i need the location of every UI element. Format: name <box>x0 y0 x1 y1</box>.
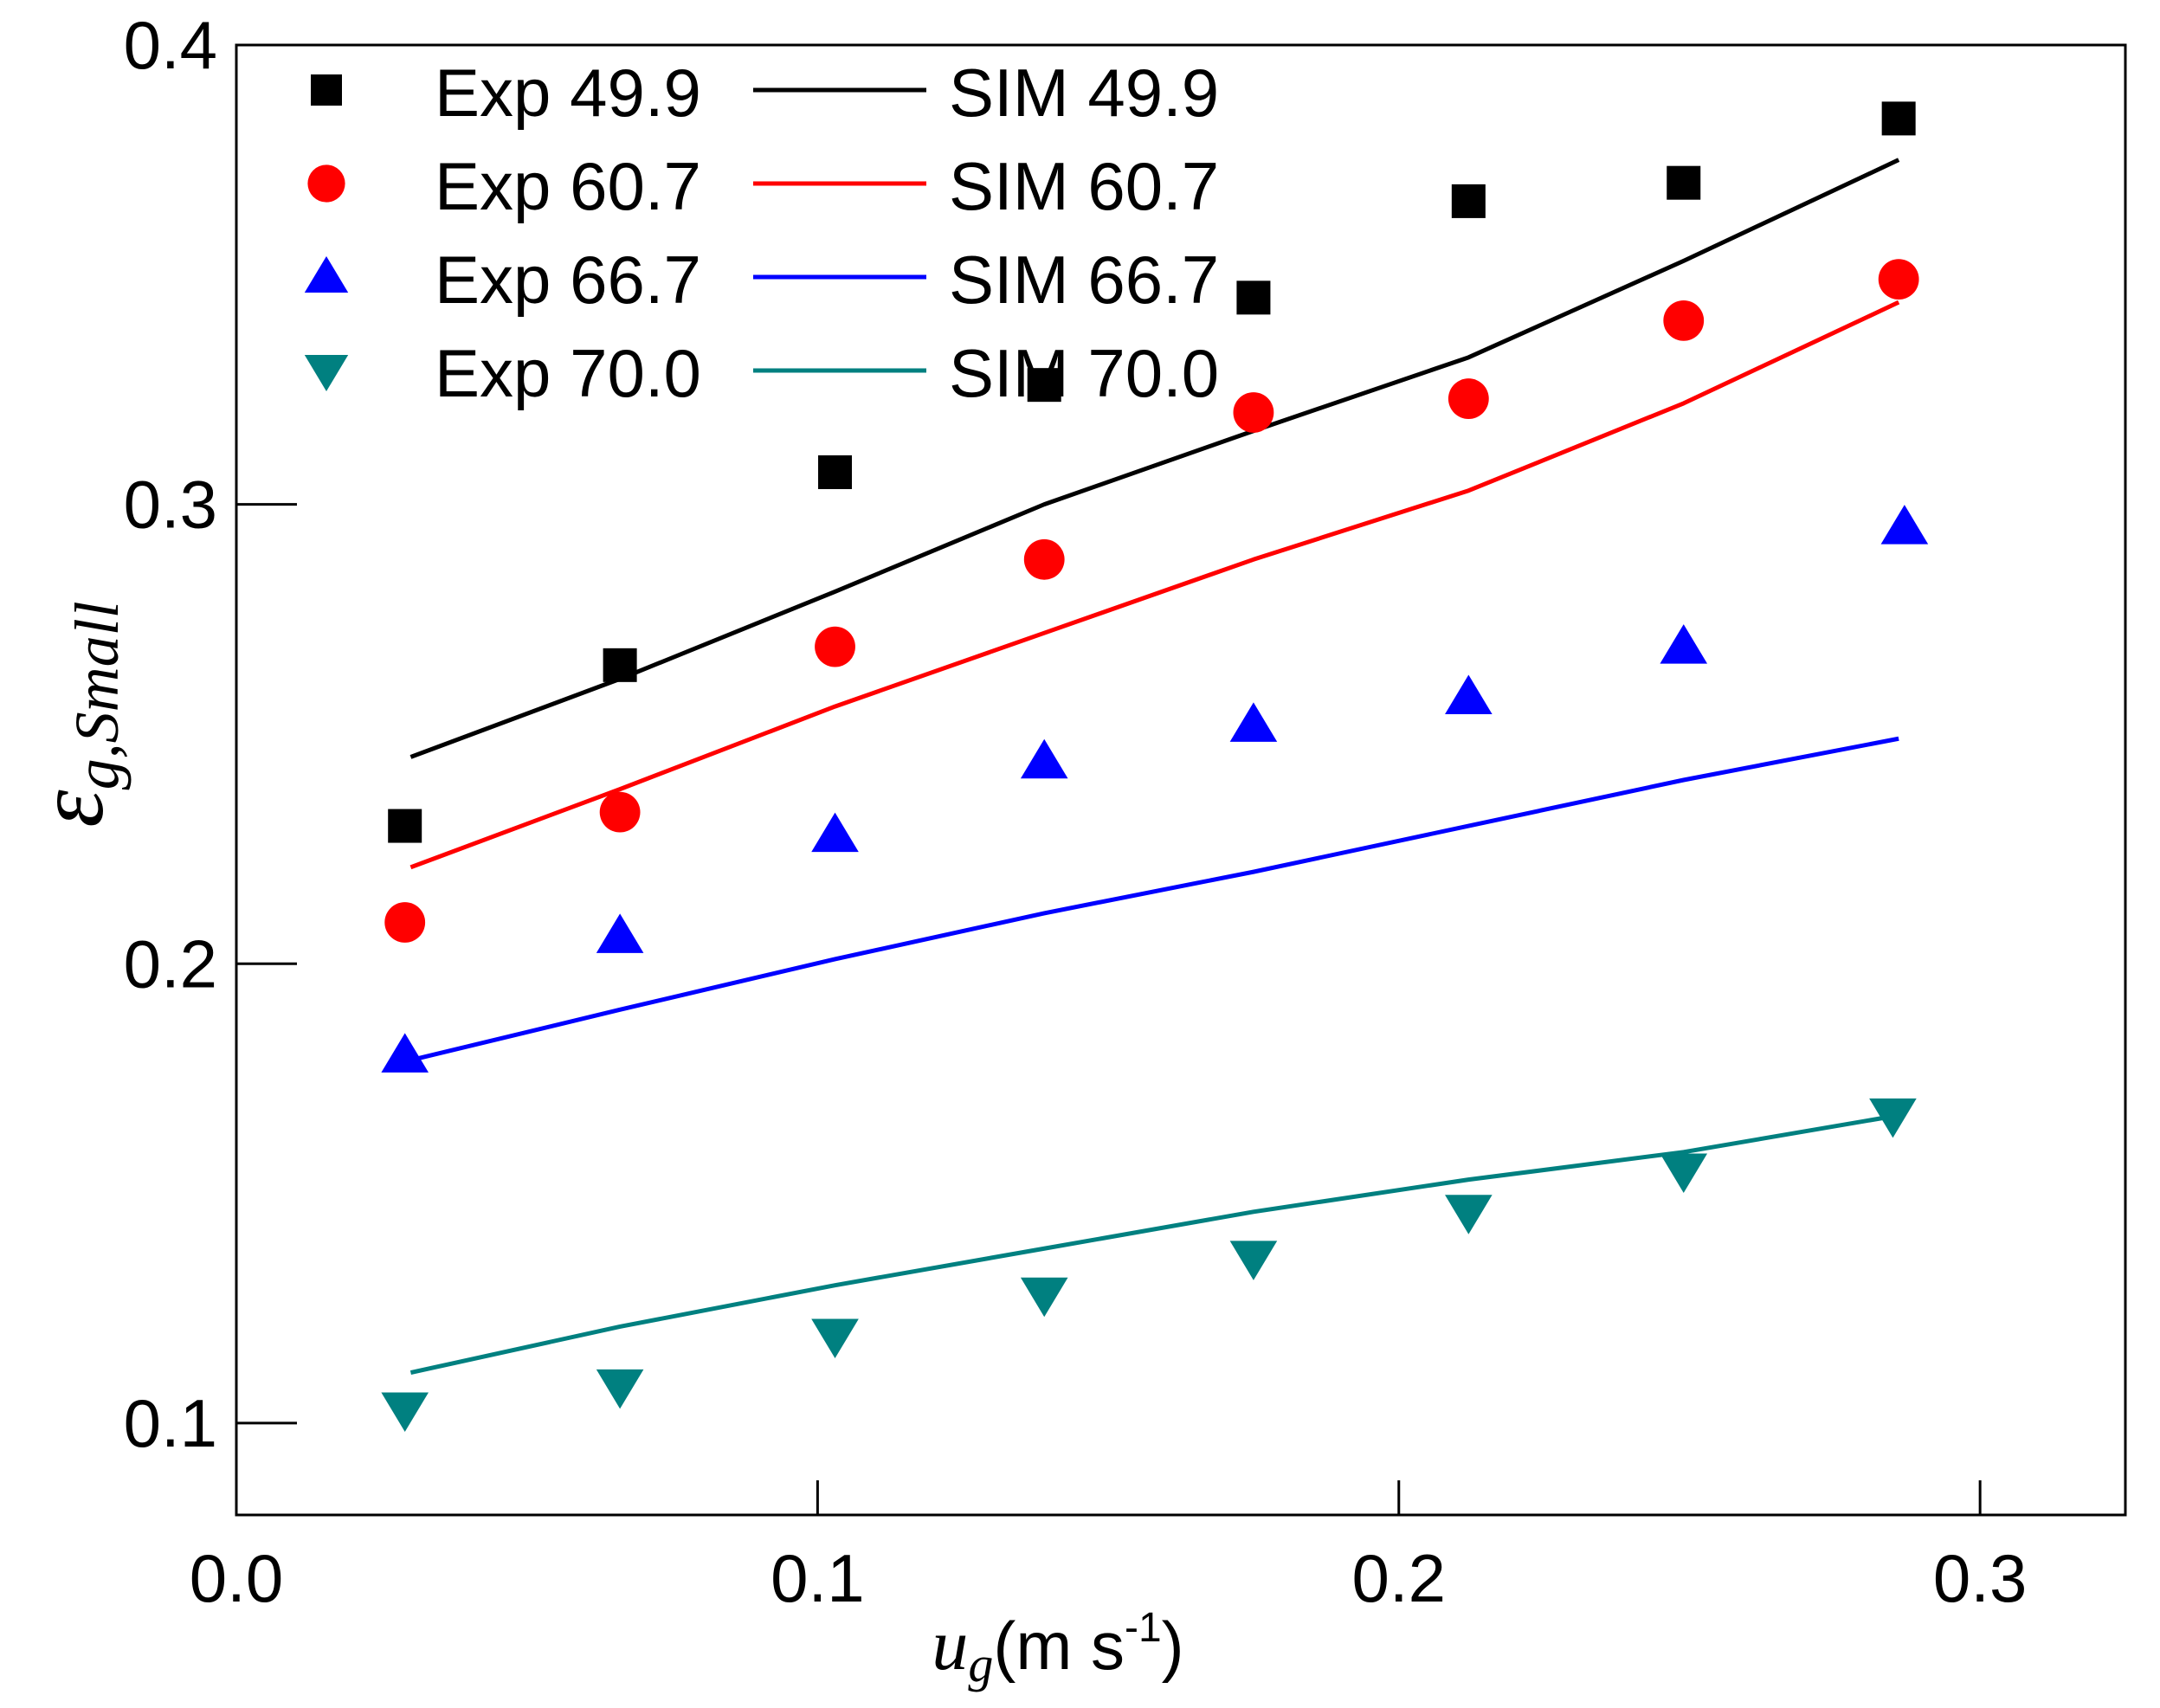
line-sim-66-7 <box>409 736 1899 1063</box>
y-tick-label-0: 0.1 <box>124 1385 217 1461</box>
point-exp-49-9-7 <box>1881 101 1916 136</box>
point-exp-70-0-4 <box>1229 1241 1278 1280</box>
line-sim-60-7 <box>409 300 1900 870</box>
point-exp-66-7-4 <box>1229 702 1278 742</box>
x-tick-label-3: 0.3 <box>1933 1540 2027 1616</box>
y-axis-title: εg,Small <box>17 601 132 827</box>
legend-label-sim-2: SIM 66.7 <box>949 242 1219 318</box>
x-axis-title-sub: g <box>968 1636 993 1692</box>
point-exp-66-7-7 <box>1880 505 1929 545</box>
point-exp-66-7-2 <box>811 812 859 853</box>
point-exp-49-9-2 <box>818 454 853 489</box>
point-exp-70-0-2 <box>811 1318 859 1359</box>
plot-frame <box>235 43 2127 1517</box>
x-axis-title-main: u <box>932 1605 968 1685</box>
point-exp-49-9-6 <box>1667 165 1701 200</box>
point-exp-60-7-5 <box>1448 378 1489 419</box>
legend-label-sim-0: SIM 49.9 <box>949 55 1219 131</box>
point-exp-66-7-6 <box>1660 624 1708 664</box>
point-exp-60-7-4 <box>1233 392 1274 433</box>
y-axis-title-sub: g,Small <box>62 601 132 790</box>
point-exp-66-7-5 <box>1445 674 1493 714</box>
point-exp-49-9-4 <box>1236 280 1271 315</box>
point-exp-60-7-6 <box>1663 300 1705 341</box>
point-exp-60-7-0 <box>384 902 426 943</box>
y-axis-title-main: ε <box>17 790 123 828</box>
legend-marker-2 <box>304 256 349 293</box>
point-exp-49-9-1 <box>603 648 637 682</box>
legend-label-sim-1: SIM 60.7 <box>949 148 1219 224</box>
point-exp-66-7-3 <box>1020 738 1068 779</box>
y-tick-label-1: 0.2 <box>124 925 217 1002</box>
point-exp-49-9-5 <box>1451 184 1486 218</box>
point-exp-60-7-1 <box>599 791 641 833</box>
y-tick-label-2: 0.3 <box>124 467 217 543</box>
y-axis-ticks: 0.1 0.2 0.3 0.4 <box>124 7 297 1461</box>
legend-marker-3 <box>304 355 349 391</box>
line-sim-49-9 <box>409 158 1900 759</box>
legend-label-exp-0: Exp 49.9 <box>435 55 701 131</box>
legend-label-exp-1: Exp 60.7 <box>435 148 701 224</box>
x-axis-ticks: 0.0 0.1 0.2 0.3 <box>190 1480 2027 1616</box>
point-exp-66-7-1 <box>596 913 644 953</box>
point-exp-70-0-7 <box>1869 1098 1917 1138</box>
x-axis-title-unit-sup: -1 <box>1125 1605 1162 1651</box>
x-tick-label-0: 0.0 <box>190 1540 283 1616</box>
x-axis-title-unit: (m s <box>993 1608 1125 1684</box>
x-tick-label-1: 0.1 <box>771 1540 864 1616</box>
point-exp-60-7-3 <box>1023 538 1065 580</box>
point-exp-70-0-6 <box>1660 1153 1708 1194</box>
y-tick-label-3: 0.4 <box>124 7 217 83</box>
point-exp-70-0-1 <box>596 1369 644 1409</box>
point-exp-60-7-7 <box>1878 259 1919 300</box>
line-sim-70-0 <box>409 1112 1899 1375</box>
x-axis-title: ug(m s-1) <box>932 1605 1183 1692</box>
point-exp-60-7-2 <box>815 626 855 667</box>
legend-label-exp-3: Exp 70.0 <box>435 335 701 411</box>
point-exp-66-7-0 <box>381 1033 429 1073</box>
legend-label-sim-3: SIM 70.0 <box>949 335 1219 411</box>
legend: Exp 49.9 SIM 49.9 Exp 60.7 SIM 60.7 Exp 66.7… <box>304 55 1219 411</box>
x-tick-label-2: 0.2 <box>1352 1540 1446 1616</box>
point-exp-70-0-3 <box>1020 1277 1068 1318</box>
x-axis-title-unit-end: ) <box>1162 1608 1184 1684</box>
point-exp-70-0-5 <box>1445 1195 1493 1234</box>
legend-marker-1 <box>307 164 345 203</box>
point-exp-49-9-3 <box>1027 368 1061 403</box>
point-exp-49-9-0 <box>388 809 422 843</box>
point-exp-70-0-0 <box>381 1392 429 1432</box>
legend-marker-0 <box>311 74 342 106</box>
legend-label-exp-2: Exp 66.7 <box>435 242 701 318</box>
series-layer <box>381 101 1929 1432</box>
